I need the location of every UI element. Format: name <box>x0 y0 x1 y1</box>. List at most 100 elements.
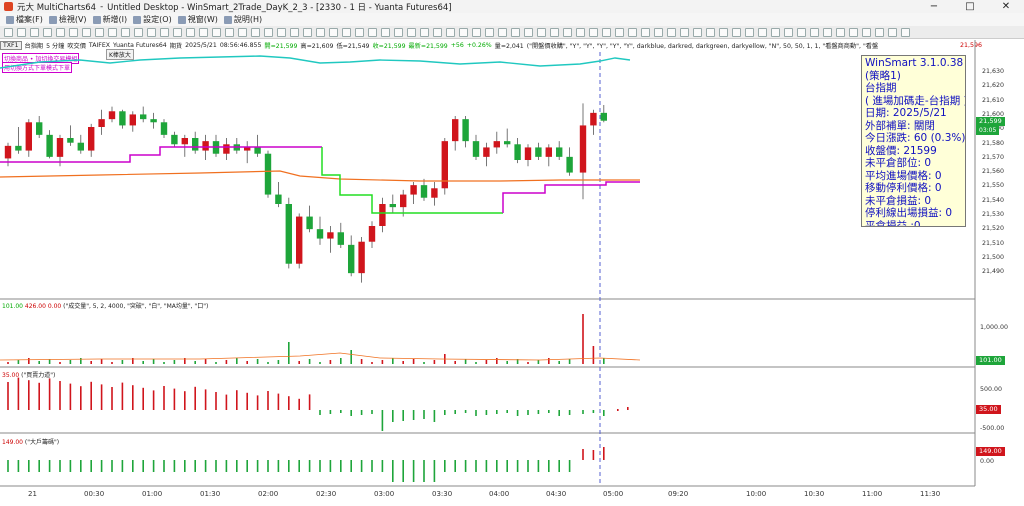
toolbar-button[interactable] <box>862 28 871 37</box>
toolbar-button[interactable] <box>628 28 637 37</box>
toolbar-button[interactable] <box>108 28 117 37</box>
toolbar-button[interactable] <box>225 28 234 37</box>
toolbar-button[interactable] <box>69 28 78 37</box>
toolbar-button[interactable] <box>485 28 494 37</box>
toolbar-button[interactable] <box>459 28 468 37</box>
big-panel-header: 149.00 ("大戶籌碼") <box>2 439 60 446</box>
toolbar-button[interactable] <box>667 28 676 37</box>
toolbar-button[interactable] <box>524 28 533 37</box>
big-bar <box>329 460 332 472</box>
toolbar-button[interactable] <box>797 28 806 37</box>
force-bar <box>319 410 321 415</box>
menu-view[interactable]: 檢視(V) <box>48 14 87 25</box>
toolbar-button[interactable] <box>654 28 663 37</box>
top-right-value: 21,596 <box>960 42 983 49</box>
toolbar-button[interactable] <box>199 28 208 37</box>
toolbar-button[interactable] <box>589 28 598 37</box>
menu-file[interactable]: 檔案(F) <box>6 14 43 25</box>
candle-body <box>600 112 607 121</box>
toolbar-button[interactable] <box>147 28 156 37</box>
menu-settings[interactable]: 設定(O) <box>133 14 172 25</box>
time-tick: 09:20 <box>668 490 689 498</box>
toolbar-button[interactable] <box>95 28 104 37</box>
toolbar-button[interactable] <box>732 28 741 37</box>
big-bar <box>350 460 352 472</box>
toolbar-button[interactable] <box>355 28 364 37</box>
toolbar-button[interactable] <box>550 28 559 37</box>
volume-bar <box>194 361 196 364</box>
toolbar-button[interactable] <box>758 28 767 37</box>
toolbar-button[interactable] <box>303 28 312 37</box>
toolbar-button[interactable] <box>706 28 715 37</box>
toolbar-button[interactable] <box>745 28 754 37</box>
toolbar-button[interactable] <box>342 28 351 37</box>
toolbar-button[interactable] <box>30 28 39 37</box>
toolbar-button[interactable] <box>836 28 845 37</box>
order-mode-button[interactable]: 用切換方式下單模式下單 <box>2 62 73 73</box>
toolbar-button[interactable] <box>368 28 377 37</box>
toolbar-button[interactable] <box>784 28 793 37</box>
toolbar-button[interactable] <box>82 28 91 37</box>
toolbar-button[interactable] <box>238 28 247 37</box>
toolbar-button[interactable] <box>875 28 884 37</box>
toolbar-button[interactable] <box>537 28 546 37</box>
toolbar-button[interactable] <box>810 28 819 37</box>
menu-insert[interactable]: 新增(I) <box>92 14 127 25</box>
toolbar-button[interactable] <box>420 28 429 37</box>
toolbar-button[interactable] <box>823 28 832 37</box>
big-bar <box>423 460 425 482</box>
force-bar <box>627 407 629 410</box>
menu-help[interactable]: 說明(H) <box>223 14 262 25</box>
toolbar-button[interactable] <box>173 28 182 37</box>
toolbar-button[interactable] <box>394 28 403 37</box>
toolbar-button[interactable] <box>186 28 195 37</box>
toolbar-button[interactable] <box>446 28 455 37</box>
toolbar-button[interactable] <box>56 28 65 37</box>
toolbar-button[interactable] <box>160 28 169 37</box>
toolbar-button[interactable] <box>381 28 390 37</box>
toolbar-button[interactable] <box>43 28 52 37</box>
toolbar-button[interactable] <box>849 28 858 37</box>
maximize-button[interactable]: □ <box>965 1 975 12</box>
toolbar-button[interactable] <box>17 28 26 37</box>
toolbar-button[interactable] <box>641 28 650 37</box>
toolbar-button[interactable] <box>563 28 572 37</box>
big-bar <box>506 460 508 472</box>
toolbar-button[interactable] <box>134 28 143 37</box>
toolbar-button[interactable] <box>901 28 910 37</box>
toolbar-button[interactable] <box>407 28 416 37</box>
price-tick: 21,500 <box>982 253 1005 261</box>
zoom-kbar-button[interactable]: K棒放大 <box>106 49 134 60</box>
symbol-box[interactable]: TXF1 <box>0 41 22 50</box>
toolbar-button[interactable] <box>771 28 780 37</box>
toolbar-button[interactable] <box>121 28 130 37</box>
toolbar-button[interactable] <box>576 28 585 37</box>
toolbar-button[interactable] <box>693 28 702 37</box>
pct-value: +0.26% <box>466 42 492 49</box>
interval-label[interactable]: 5 分鐘 <box>46 43 65 50</box>
toolbar-button[interactable] <box>316 28 325 37</box>
toolbar-button[interactable] <box>264 28 273 37</box>
toolbar-button[interactable] <box>433 28 442 37</box>
toolbar-button[interactable] <box>680 28 689 37</box>
toolbar-button[interactable] <box>290 28 299 37</box>
toolbar-button[interactable] <box>498 28 507 37</box>
toolbar-button[interactable] <box>472 28 481 37</box>
toolbar-button[interactable] <box>602 28 611 37</box>
toolbar-button[interactable] <box>511 28 520 37</box>
toolbar-button[interactable] <box>251 28 260 37</box>
toolbar-button[interactable] <box>719 28 728 37</box>
toolbar-button[interactable] <box>212 28 221 37</box>
toolbar-button[interactable] <box>277 28 286 37</box>
candle-body <box>566 156 573 173</box>
toolbar-button[interactable] <box>4 28 13 37</box>
toolbar-button[interactable] <box>888 28 897 37</box>
toolbar-button[interactable] <box>329 28 338 37</box>
volume-bar <box>340 358 342 364</box>
close-button[interactable]: ✕ <box>1001 1 1011 12</box>
force-bar <box>423 410 425 419</box>
force-bar <box>246 392 248 410</box>
minimize-button[interactable]: − <box>929 1 939 12</box>
menu-window[interactable]: 視窗(W) <box>177 14 218 25</box>
toolbar-button[interactable] <box>615 28 624 37</box>
